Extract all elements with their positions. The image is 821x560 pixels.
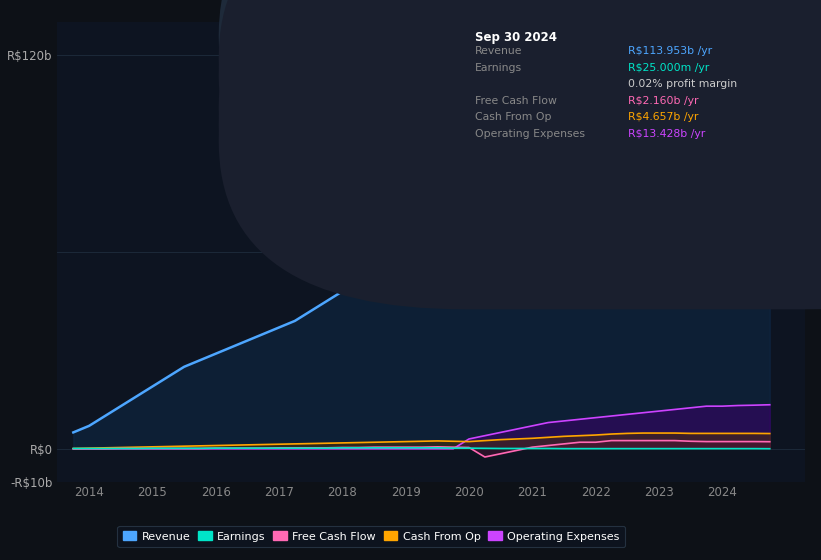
Text: Revenue: Revenue <box>475 46 522 57</box>
Text: Cash From Op: Cash From Op <box>475 113 552 123</box>
Text: R$2.160b /yr: R$2.160b /yr <box>628 96 699 106</box>
Text: Free Cash Flow: Free Cash Flow <box>475 96 557 106</box>
Text: Sep 30 2024: Sep 30 2024 <box>475 31 557 44</box>
Legend: Revenue, Earnings, Free Cash Flow, Cash From Op, Operating Expenses: Revenue, Earnings, Free Cash Flow, Cash … <box>117 526 625 547</box>
Text: Earnings: Earnings <box>475 63 522 73</box>
Text: R$4.657b /yr: R$4.657b /yr <box>628 113 699 123</box>
Text: Operating Expenses: Operating Expenses <box>475 129 585 139</box>
Text: R$113.953b /yr: R$113.953b /yr <box>628 46 713 57</box>
Text: R$13.428b /yr: R$13.428b /yr <box>628 129 705 139</box>
Text: R$25.000m /yr: R$25.000m /yr <box>628 63 709 73</box>
Text: 0.02% profit margin: 0.02% profit margin <box>628 80 737 90</box>
